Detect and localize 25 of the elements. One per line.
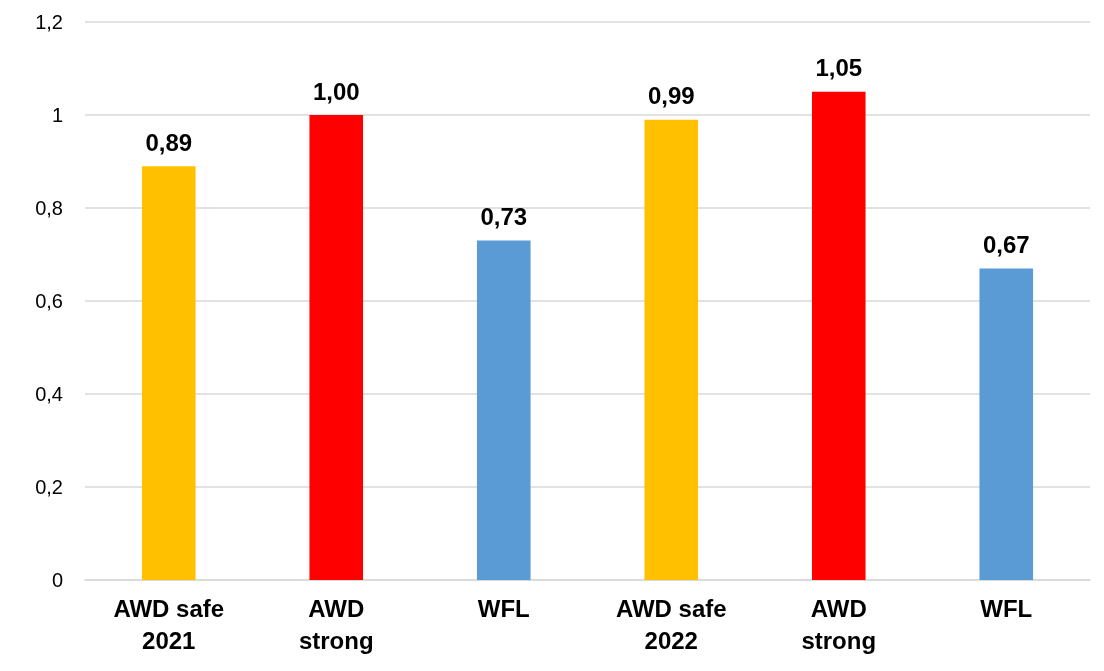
y-tick-label: 0	[51, 569, 63, 591]
x-tick-label: WFL	[477, 594, 530, 622]
y-tick-label: 0,8	[35, 197, 63, 219]
data-label: 0,67	[982, 230, 1030, 258]
bar	[644, 119, 699, 580]
bar	[309, 115, 364, 580]
bar	[476, 240, 531, 580]
data-label: 0,73	[480, 203, 528, 231]
bar	[811, 91, 866, 580]
x-tick-label: AWD safe 2021	[113, 594, 225, 654]
x-tick-label: AWD safe 2022	[615, 594, 727, 654]
data-label: 1,05	[815, 54, 863, 82]
data-label: 0,89	[145, 128, 193, 156]
y-tick-label: 1,2	[35, 11, 63, 33]
y-tick-label: 0,4	[35, 383, 63, 405]
x-tick-label: AWD strong	[801, 594, 877, 654]
data-label: 1,00	[312, 77, 360, 105]
bar	[141, 166, 196, 580]
x-tick-label: AWD strong	[298, 594, 374, 654]
data-label: 0,99	[647, 82, 695, 110]
y-tick-label: 1	[51, 104, 63, 126]
y-tick-label: 0,6	[35, 290, 63, 312]
x-tick-label: WFL	[980, 594, 1033, 622]
bar	[979, 268, 1034, 580]
y-tick-label: 0,2	[35, 476, 63, 498]
